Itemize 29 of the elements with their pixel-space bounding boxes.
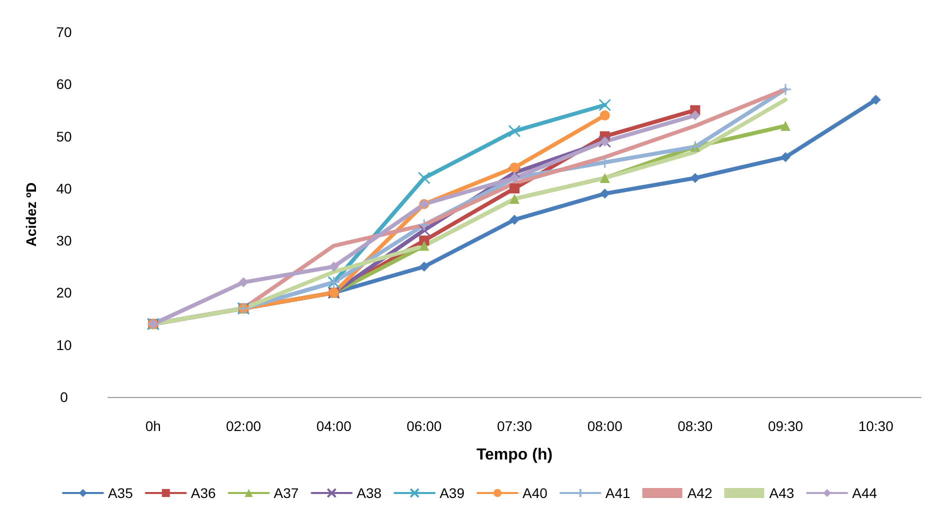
y-tick-label: 20 — [56, 284, 72, 301]
x-tick-label: 06:00 — [406, 418, 442, 434]
y-tick-label: 10 — [56, 336, 72, 353]
legend-label: A40 — [522, 485, 548, 501]
legend-label: A39 — [440, 485, 465, 501]
legend-label: A43 — [769, 485, 794, 501]
x-tick-label: 07:30 — [496, 418, 532, 434]
x-tick-label: 08:00 — [587, 418, 623, 434]
y-axis-title: Acidez ºD — [23, 182, 39, 247]
y-tick-label: 30 — [56, 232, 72, 249]
legend-label: A44 — [852, 485, 878, 501]
y-tick-label: 60 — [56, 76, 72, 92]
x-tick-label: 0h — [145, 418, 161, 434]
y-tick-label: 50 — [56, 128, 72, 144]
x-tick-label: 04:00 — [316, 418, 352, 434]
x-axis-title: Tempo (h) — [476, 446, 553, 464]
legend-label: A35 — [108, 485, 134, 501]
x-tick-label: 10:30 — [858, 418, 894, 434]
legend-label: A42 — [687, 485, 712, 501]
y-tick-label: 70 — [56, 24, 72, 40]
legend-label: A36 — [190, 485, 216, 501]
y-tick-label: 0 — [60, 389, 68, 405]
legend-label: A38 — [356, 485, 382, 501]
legend-label: A41 — [605, 485, 631, 501]
x-tick-label: 08:30 — [678, 418, 713, 434]
y-tick-label: 40 — [56, 180, 72, 196]
legend-label: A37 — [274, 485, 299, 501]
x-tick-label: 02:00 — [226, 418, 262, 434]
x-tick-label: 09:30 — [768, 418, 804, 434]
